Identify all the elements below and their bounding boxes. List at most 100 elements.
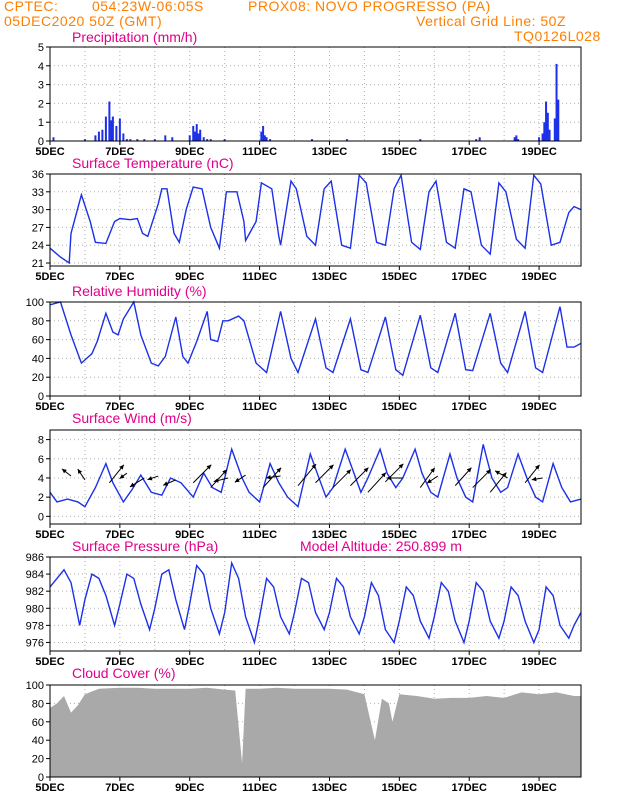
precip-bar [202,137,205,141]
x-tick-label: 15DEC [382,146,418,158]
x-tick-label: 15DEC [382,271,418,283]
x-tick-label: 19DEC [521,146,557,158]
precip-bar [171,137,174,141]
wind-vector-head [534,464,540,470]
precip-title: Precipitation (mm/h) [72,29,197,45]
pressure-frame [49,556,582,652]
wind-series-line [49,444,582,509]
precip-bar [546,112,549,141]
y-tick-label: 40 [32,353,44,365]
x-tick-label: 15DEC [382,656,418,668]
precip-bar [97,131,100,141]
y-tick-label: 80 [32,316,44,328]
x-tick-label: 9DEC [175,782,204,794]
wind-vector-head [163,481,169,486]
precip-bar [122,133,125,141]
wind-vector-head [129,482,135,487]
precip-frame [49,46,582,142]
x-tick-label: 11DEC [242,656,277,668]
y-tick-label: 80 [32,698,44,710]
precip-bar [206,139,209,141]
precip-bar [260,131,263,141]
precip-bar [475,139,478,141]
x-tick-label: 11DEC [242,782,277,794]
y-tick-label: 0 [38,772,44,784]
cloud-title: Cloud Cover (%) [72,665,175,681]
x-tick-label: 9DEC [175,146,204,158]
header-station: PROX08: NOVO PROGRESSO (PA) [248,0,491,14]
precip-bar [262,125,265,141]
pressure-series-line [49,560,582,646]
y-tick-label: 5 [38,42,44,54]
x-tick-label: 17DEC [451,656,487,668]
y-tick-label: 60 [32,335,44,347]
y-tick-label: 984 [26,569,44,581]
y-tick-label: 1 [38,117,44,129]
x-tick-label: 19DEC [521,401,557,413]
precip-bar [513,137,516,141]
header-run: 05DEC2020 50Z (GMT) [4,13,163,29]
precip-bar [538,137,541,141]
x-tick-label: 5DEC [35,271,64,283]
x-tick-label: 13DEC [312,656,348,668]
precip-bar [517,139,520,141]
x-tick-label: 19DEC [521,271,557,283]
wind-vector-head [311,464,317,469]
x-tick-label: 9DEC [175,656,204,668]
precip-bar [83,139,86,141]
precip-bar [136,139,139,141]
precip-bar [193,131,196,141]
wind-vector [262,467,282,488]
y-tick-label: 3 [38,80,44,92]
precip-bar [223,139,226,141]
temp-series-line [49,172,582,265]
y-tick-label: 6 [38,454,44,466]
wind-vector-head [381,472,386,478]
wind-vector-head [119,464,124,470]
precip-bar [543,122,546,141]
x-tick-label: 7DEC [105,271,134,283]
precip-bar [101,129,104,141]
wind-vector-head [234,477,240,483]
x-tick-label: 13DEC [312,271,348,283]
wind-vector-head [206,464,212,470]
cloud-frame [49,684,582,778]
y-tick-label: 978 [26,620,44,632]
y-tick-label: 980 [26,603,44,615]
header-source: CPTEC: [4,0,59,14]
x-tick-label: 17DEC [451,782,487,794]
wind-vector-head [346,469,351,475]
x-tick-label: 15DEC [382,782,418,794]
x-tick-label: 5DEC [35,782,64,794]
y-tick-label: 100 [26,680,44,692]
wind-vector-head [119,474,125,479]
y-tick-label: 0 [38,391,44,403]
x-tick-label: 19DEC [521,529,557,541]
x-tick-label: 17DEC [451,529,487,541]
precip-bar [557,99,560,141]
y-tick-label: 20 [32,754,44,766]
y-tick-label: 20 [32,372,44,384]
y-tick-label: 0 [38,511,44,523]
header-model: TQ0126L028 [514,28,601,44]
x-tick-label: 13DEC [312,401,348,413]
rh-title: Relative Humidity (%) [72,283,207,299]
y-tick-label: 2 [38,492,44,504]
rh-series-line [49,300,582,377]
x-tick-label: 9DEC [175,529,204,541]
wind-panel: 0 2 4 6 8 5DEC 7DEC 9DEC 11DEC 13DEC 15DEC 17DEC 19D… [35,410,582,541]
rh-panel: 0 20 40 60 80 100 5DEC 7DEC 9DEC 11DEC 13DEC 15DEC 1… [26,283,582,413]
precip-bar [195,124,198,141]
y-tick-label: 0 [38,136,44,148]
x-tick-label: 19DEC [521,656,557,668]
x-tick-label: 17DEC [451,146,487,158]
x-tick-label: 11DEC [242,146,277,158]
wind-vector-head [77,469,83,475]
y-tick-label: 982 [26,586,44,598]
pressure-extra-label: Model Altitude: 250.899 m [300,538,462,554]
y-tick-label: 33 [32,187,44,199]
x-tick-label: 5DEC [35,529,64,541]
y-tick-label: 2 [38,98,44,110]
x-tick-label: 9DEC [175,401,204,413]
